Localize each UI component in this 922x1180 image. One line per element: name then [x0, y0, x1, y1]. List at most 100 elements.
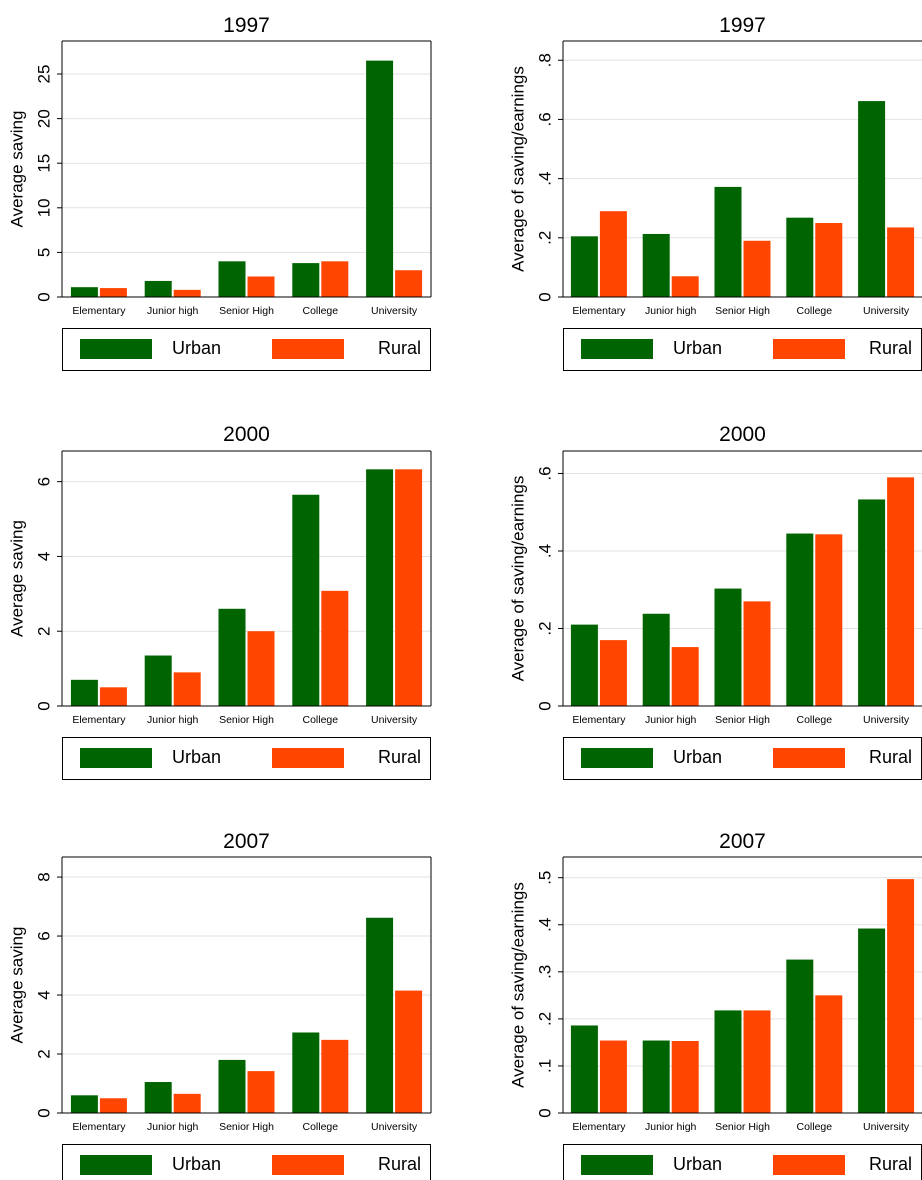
y-tick-label: .5: [535, 871, 554, 885]
x-tick-label: Senior High: [715, 714, 770, 726]
legend: Urban Rural: [62, 737, 431, 780]
bar-rural: [599, 1040, 627, 1113]
legend-label-rural: Rural: [869, 1154, 912, 1174]
y-tick-label: .3: [535, 965, 554, 979]
x-tick-label: Elementary: [72, 1121, 126, 1133]
legend-swatch-rural: [773, 748, 845, 768]
x-tick-label: College: [796, 714, 832, 726]
bar-rural: [671, 1041, 699, 1113]
y-tick-label: 6: [34, 931, 53, 940]
y-tick-label: 4: [34, 552, 53, 561]
chart-panel: Elementary Junior high Senior High College U…: [7, 830, 432, 1180]
bar-rural: [743, 240, 771, 297]
y-tick-label: 20: [34, 109, 53, 128]
legend-label-rural: Rural: [378, 1154, 421, 1174]
bar-rural: [247, 1071, 275, 1113]
y-tick-label: .2: [535, 621, 554, 635]
x-tick-label: University: [863, 714, 910, 726]
bar-urban: [366, 917, 394, 1113]
y-tick-label: 0: [34, 701, 53, 710]
bar-urban: [144, 655, 172, 706]
y-tick-label: 25: [34, 65, 53, 84]
bar-urban: [642, 233, 670, 297]
chart-panel: Elementary Junior high Senior High College U…: [508, 830, 922, 1180]
bar-rural: [815, 995, 843, 1113]
y-tick-label: .6: [535, 466, 554, 480]
bar-urban: [70, 679, 98, 706]
y-tick-label: 0: [34, 1108, 53, 1117]
legend-swatch-rural: [272, 748, 344, 768]
x-tick-label: University: [863, 1121, 910, 1133]
legend-label-urban: Urban: [172, 1154, 221, 1174]
bar-rural: [395, 469, 423, 706]
bar-urban: [144, 1082, 172, 1113]
y-axis-title: Average of saving/earnings: [508, 882, 527, 1088]
legend-label-urban: Urban: [673, 338, 722, 358]
y-tick-label: .4: [535, 918, 554, 932]
legend-label-rural: Rural: [378, 747, 421, 767]
chart-title: 2000: [223, 423, 270, 446]
chart-title: 2000: [719, 423, 766, 446]
x-tick-label: University: [371, 305, 418, 317]
bar-rural: [887, 227, 915, 297]
y-tick-label: .2: [535, 1012, 554, 1026]
x-tick-label: University: [371, 1121, 418, 1133]
bar-rural: [99, 288, 127, 297]
chart-title: 1997: [719, 14, 766, 37]
x-tick-label: Senior High: [219, 1121, 274, 1133]
legend-frame: [62, 328, 431, 371]
legend-swatch-rural: [773, 1155, 845, 1175]
bar-urban: [570, 1025, 598, 1113]
y-tick-label: 5: [34, 248, 53, 257]
bar-urban: [642, 613, 670, 706]
y-tick-label: 0: [535, 292, 554, 301]
legend-swatch-urban: [80, 339, 152, 359]
bar-urban: [292, 1032, 320, 1113]
legend-swatch-rural: [272, 1155, 344, 1175]
legend-swatch-urban: [581, 339, 653, 359]
x-tick-label: Junior high: [147, 1121, 199, 1133]
bar-urban: [218, 1059, 246, 1113]
bar-urban: [858, 101, 886, 297]
y-tick-label: 15: [34, 154, 53, 173]
bar-urban: [292, 263, 320, 297]
x-tick-label: Elementary: [572, 714, 626, 726]
chart-title: 1997: [223, 14, 270, 37]
y-axis-title: Average saving: [7, 111, 26, 228]
x-tick-label: University: [371, 714, 418, 726]
bar-urban: [786, 959, 814, 1113]
x-tick-label: Junior high: [645, 1121, 697, 1133]
bar-rural: [599, 211, 627, 297]
bar-rural: [321, 261, 349, 297]
y-tick-label: 2: [34, 1049, 53, 1058]
bar-rural: [395, 990, 423, 1113]
legend-label-urban: Urban: [673, 1154, 722, 1174]
y-tick-label: 2: [34, 626, 53, 635]
y-tick-label: .4: [535, 172, 554, 186]
x-tick-label: Senior High: [219, 714, 274, 726]
legend-swatch-urban: [80, 1155, 152, 1175]
bar-rural: [671, 276, 699, 297]
x-tick-label: College: [302, 305, 338, 317]
bar-rural: [99, 687, 127, 706]
bar-urban: [144, 280, 172, 297]
bar-rural: [815, 223, 843, 297]
bar-urban: [786, 217, 814, 297]
legend-swatch-rural: [272, 339, 344, 359]
legend-label-urban: Urban: [172, 338, 221, 358]
chart-panel: Elementary Junior high Senior High College U…: [508, 423, 922, 780]
legend: Urban Rural: [563, 1144, 922, 1180]
x-tick-label: Senior High: [715, 305, 770, 317]
bar-rural: [247, 631, 275, 706]
legend-label-urban: Urban: [673, 747, 722, 767]
x-tick-label: College: [796, 1121, 832, 1133]
x-tick-label: Junior high: [645, 714, 697, 726]
y-axis-title: Average saving: [7, 927, 26, 1044]
x-tick-label: College: [302, 714, 338, 726]
bar-rural: [671, 647, 699, 706]
bar-urban: [70, 1095, 98, 1113]
bar-urban: [642, 1040, 670, 1113]
x-tick-label: Junior high: [147, 305, 199, 317]
y-axis-title: Average of saving/earnings: [508, 476, 527, 682]
x-tick-label: University: [863, 305, 910, 317]
